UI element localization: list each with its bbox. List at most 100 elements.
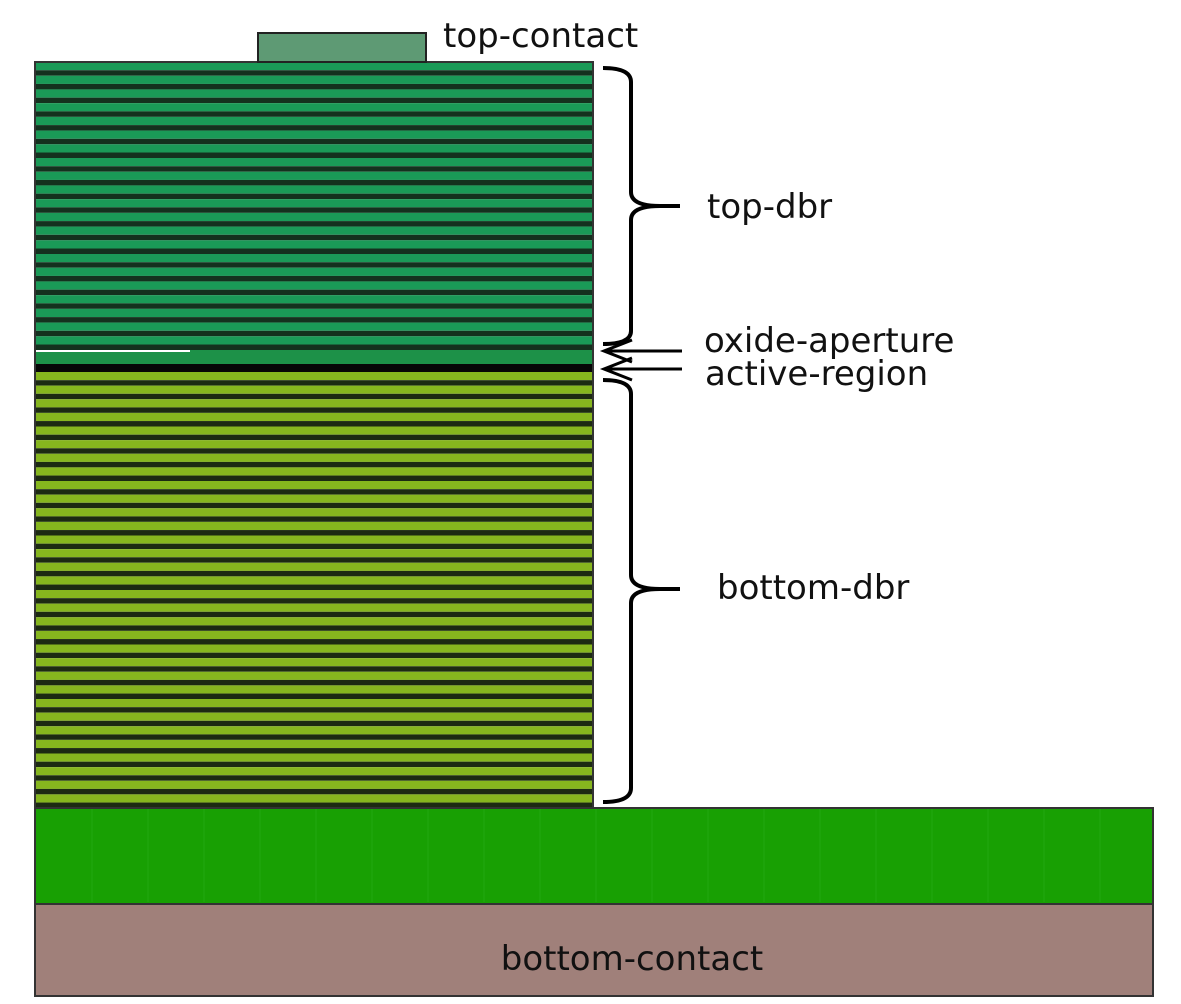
bottom-dbr-low-index-layer bbox=[35, 380, 593, 386]
top-dbr-low-index-layer bbox=[35, 152, 593, 158]
bottom-dbr-high-index-layer bbox=[35, 440, 593, 449]
top-dbr-high-index-layer bbox=[35, 171, 593, 180]
bottom-dbr-low-index-layer bbox=[35, 707, 593, 713]
bottom-dbr-high-index-layer bbox=[35, 685, 593, 694]
top-dbr-low-index-layer bbox=[35, 275, 593, 282]
bottom-dbr-high-index-layer bbox=[35, 644, 593, 653]
bottom-dbr-high-index-layer bbox=[35, 699, 593, 708]
top-dbr-high-index-layer bbox=[35, 116, 593, 126]
bottom-dbr-high-index-layer bbox=[35, 658, 593, 667]
bottom-dbr-high-index-layer bbox=[35, 767, 593, 776]
top-dbr-low-index-layer bbox=[35, 97, 593, 104]
bottom-dbr-high-index-layer bbox=[35, 712, 593, 721]
bottom-dbr-low-index-layer bbox=[35, 625, 593, 631]
top-dbr-low-index-layer bbox=[35, 221, 593, 227]
active-region-layer bbox=[35, 364, 593, 372]
bottom-dbr-low-index-layer bbox=[35, 761, 593, 768]
bottom-dbr-low-index-layer bbox=[35, 489, 593, 495]
oxide-layer bbox=[35, 350, 593, 364]
top-dbr-high-index-layer bbox=[35, 158, 593, 167]
top-dbr-high-index-layer bbox=[35, 212, 593, 222]
substrate-grid bbox=[91, 809, 1101, 902]
bottom-dbr-high-index-layer bbox=[35, 521, 593, 531]
bottom-dbr-low-index-layer bbox=[35, 598, 593, 604]
bottom-dbr-low-index-layer bbox=[35, 407, 593, 413]
bottom-dbr-high-index-layer bbox=[35, 535, 593, 544]
bottom-dbr-low-index-layer bbox=[35, 584, 593, 590]
top-dbr-high-index-layer bbox=[35, 336, 593, 345]
bottom-dbr-low-index-layer bbox=[35, 475, 593, 481]
bottom-dbr-high-index-layer bbox=[35, 385, 593, 394]
top-dbr-high-index-layer bbox=[35, 144, 593, 153]
bottom-dbr-high-index-layer bbox=[35, 494, 593, 503]
bottom-dbr-low-index-layer bbox=[35, 434, 593, 441]
top-dbr-high-index-layer bbox=[35, 130, 593, 139]
bottom-dbr-high-index-layer bbox=[35, 603, 593, 612]
top-dbr-high-index-layer bbox=[35, 103, 593, 112]
bottom-dbr-low-index-layer bbox=[35, 530, 593, 536]
top-dbr-high-index-layer bbox=[35, 199, 593, 208]
top-dbr-high-index-layer bbox=[35, 240, 593, 249]
top-dbr-low-index-layer bbox=[35, 179, 593, 186]
bottom-dbr-low-index-layer bbox=[35, 652, 593, 659]
top-dbr-label: top-dbr bbox=[707, 187, 832, 227]
top-dbr-low-index-layer bbox=[35, 262, 593, 268]
bottom-dbr-high-index-layer bbox=[35, 453, 593, 462]
bottom-dbr-high-index-layer bbox=[35, 617, 593, 626]
bottom-dbr-low-index-layer bbox=[35, 543, 593, 550]
top-dbr-low-index-layer bbox=[35, 344, 593, 350]
bottom-dbr-high-index-layer bbox=[35, 412, 593, 422]
active-region-arrow-head bbox=[599, 356, 633, 382]
bottom-dbr-high-index-layer bbox=[35, 794, 593, 803]
bottom-dbr-low-index-layer bbox=[35, 448, 593, 454]
bottom-dbr-low-index-layer bbox=[35, 557, 593, 563]
bottom-dbr-high-index-layer bbox=[35, 508, 593, 517]
top-dbr-low-index-layer bbox=[35, 138, 593, 145]
bottom-dbr-high-index-layer bbox=[35, 590, 593, 599]
bottom-dbr-low-index-layer bbox=[35, 502, 593, 509]
bottom-dbr-high-index-layer bbox=[35, 399, 593, 408]
bottom-contact-layer bbox=[34, 902, 1154, 997]
bottom-contact-label: bottom-contact bbox=[501, 939, 763, 979]
bottom-dbr-low-index-layer bbox=[35, 802, 593, 808]
top-dbr-low-index-layer bbox=[35, 303, 593, 309]
active-region-label: active-region bbox=[705, 354, 928, 394]
bottom-dbr-high-index-layer bbox=[35, 562, 593, 571]
top-dbr-low-index-layer bbox=[35, 125, 593, 131]
bottom-dbr-low-index-layer bbox=[35, 788, 593, 795]
bottom-dbr-low-index-layer bbox=[35, 666, 593, 672]
bottom-dbr-brace bbox=[602, 378, 661, 804]
top-dbr-high-index-layer bbox=[35, 254, 593, 263]
bottom-dbr-high-index-layer bbox=[35, 739, 593, 749]
bottom-dbr-low-index-layer bbox=[35, 516, 593, 522]
top-dbr-low-index-layer bbox=[35, 166, 593, 172]
top-dbr-high-index-layer bbox=[35, 62, 593, 71]
top-dbr-high-index-layer bbox=[35, 185, 593, 194]
top-dbr-low-index-layer bbox=[35, 234, 593, 241]
top-dbr-low-index-layer bbox=[35, 111, 593, 117]
top-dbr-low-index-layer bbox=[35, 193, 593, 200]
top-dbr-low-index-layer bbox=[35, 70, 593, 76]
top-contact-label: top-contact bbox=[443, 16, 638, 56]
bottom-dbr-high-index-layer bbox=[35, 372, 593, 381]
bottom-dbr-low-index-layer bbox=[35, 693, 593, 699]
bottom-dbr-high-index-layer bbox=[35, 576, 593, 585]
oxide-aperture-arrow-head bbox=[599, 338, 633, 364]
top-dbr-low-index-layer bbox=[35, 317, 593, 323]
bottom-dbr-high-index-layer bbox=[35, 426, 593, 435]
bottom-dbr-high-index-layer bbox=[35, 467, 593, 476]
bottom-dbr-low-index-layer bbox=[35, 734, 593, 740]
bottom-dbr-low-index-layer bbox=[35, 461, 593, 468]
bottom-dbr-high-index-layer bbox=[35, 671, 593, 680]
top-dbr-high-index-layer bbox=[35, 226, 593, 235]
top-dbr-high-index-layer bbox=[35, 89, 593, 98]
top-dbr-low-index-layer bbox=[35, 248, 593, 254]
top-dbr-high-index-layer bbox=[35, 281, 593, 290]
bottom-dbr-stack bbox=[35, 372, 593, 808]
top-dbr-high-index-layer bbox=[35, 75, 593, 84]
bottom-dbr-label: bottom-dbr bbox=[717, 568, 909, 608]
bottom-dbr-high-index-layer bbox=[35, 630, 593, 640]
bottom-dbr-low-index-layer bbox=[35, 720, 593, 727]
bottom-dbr-high-index-layer bbox=[35, 780, 593, 789]
bottom-dbr-high-index-layer bbox=[35, 549, 593, 558]
